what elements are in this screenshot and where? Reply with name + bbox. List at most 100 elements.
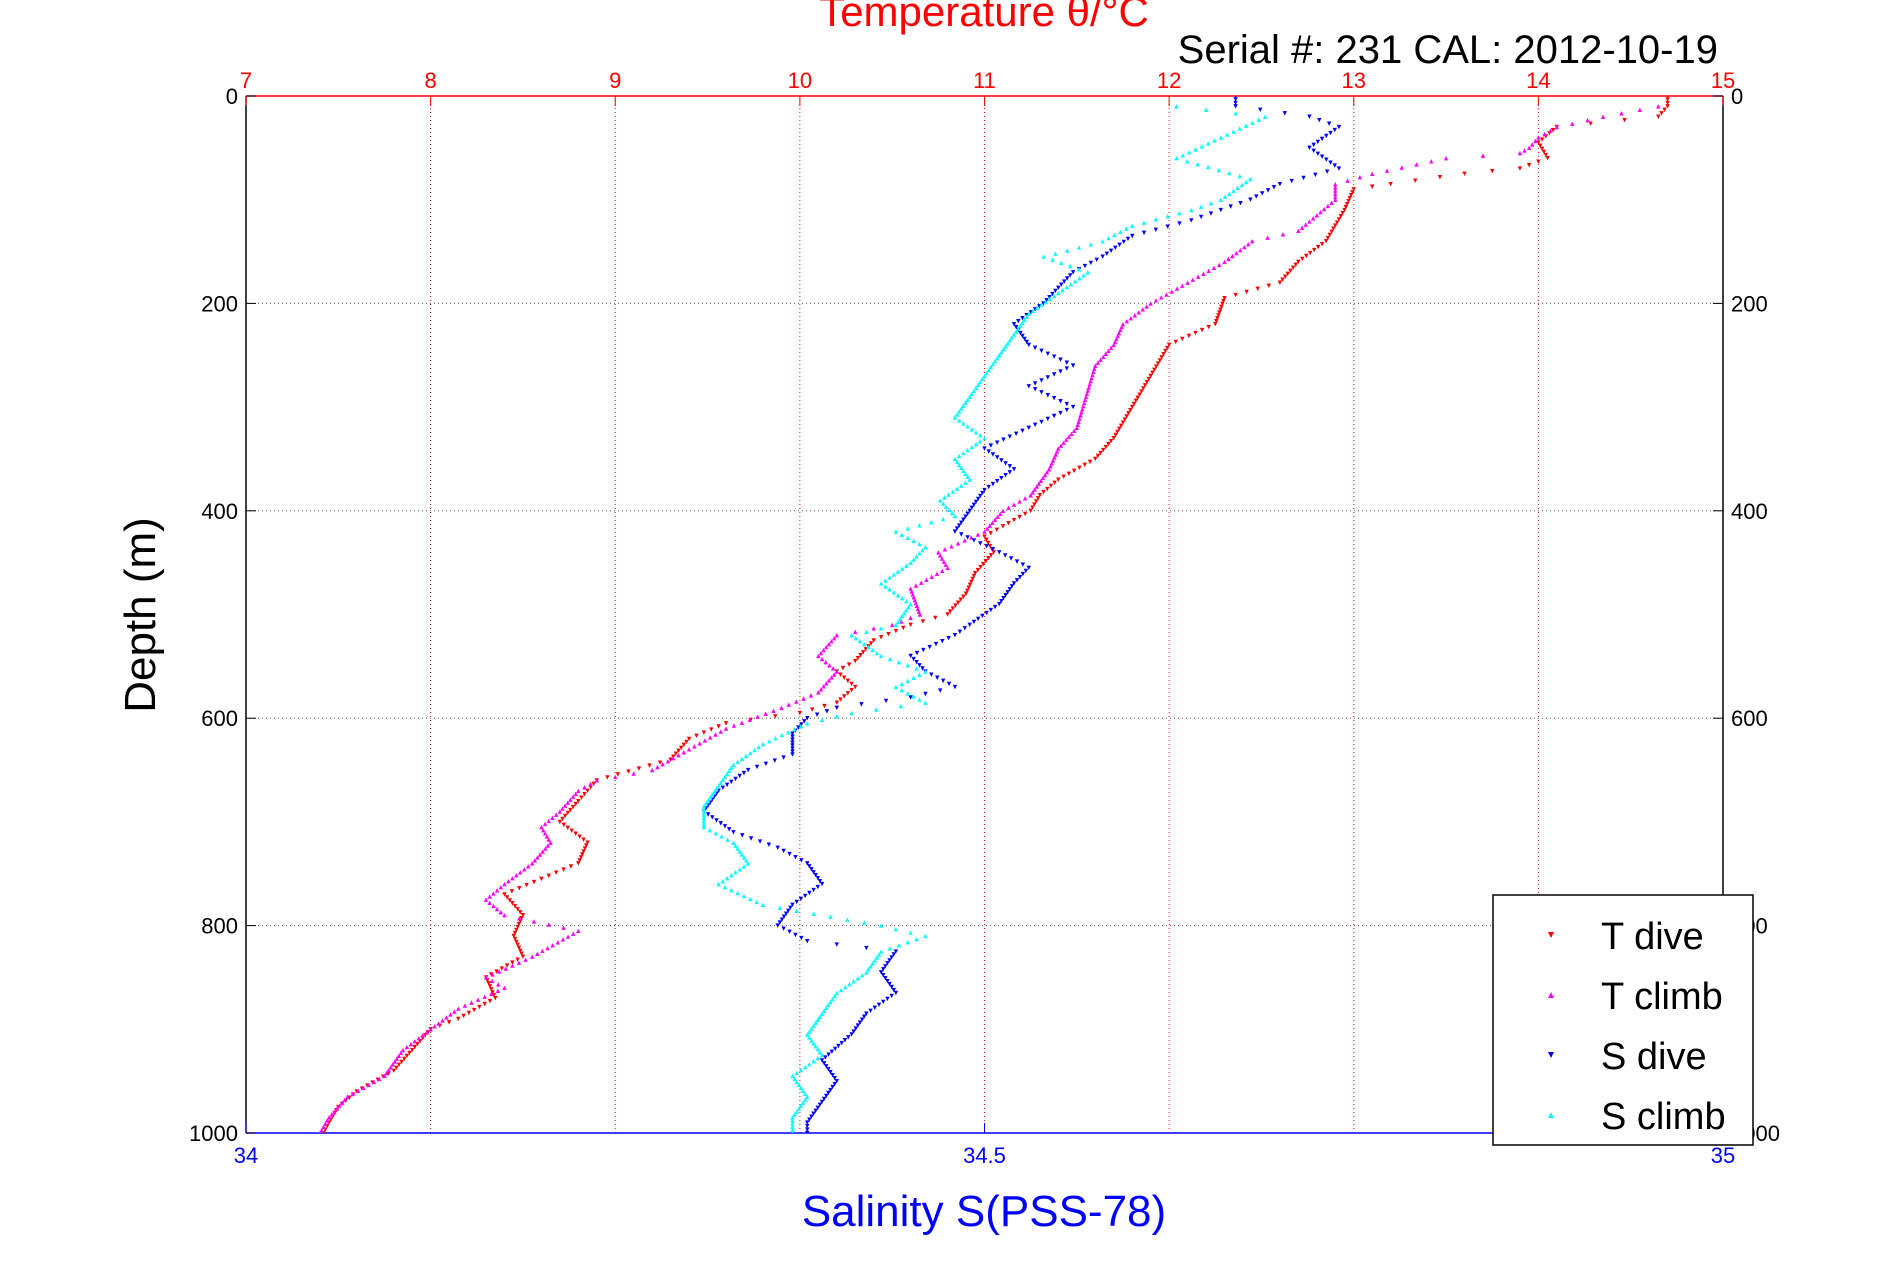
data-point (792, 1076, 797, 1082)
data-point (986, 556, 991, 561)
data-point (1087, 382, 1092, 387)
data-point (911, 557, 916, 562)
data-point (1059, 260, 1064, 266)
data-marks (318, 96, 1670, 1133)
data-point (815, 884, 821, 890)
data-point (1094, 257, 1099, 263)
data-point (544, 834, 550, 839)
data-point (1008, 556, 1014, 561)
data-point (905, 526, 910, 531)
data-point (1666, 96, 1669, 99)
data-point (1174, 156, 1179, 161)
data-point (929, 520, 934, 525)
data-point (1150, 370, 1155, 376)
legend-label: T climb (1601, 976, 1723, 1018)
data-point (971, 573, 977, 579)
data-point (1067, 273, 1073, 278)
data-point (995, 514, 1000, 519)
data-point (388, 1065, 393, 1070)
data-point (1570, 121, 1575, 126)
data-point (496, 982, 501, 987)
data-point (790, 737, 795, 742)
data-point (1208, 200, 1214, 206)
data-point (329, 1112, 334, 1117)
data-point (1047, 296, 1053, 302)
data-point (954, 412, 960, 417)
data-point (957, 629, 963, 634)
data-point (956, 409, 962, 414)
data-point (817, 878, 823, 884)
data-point (798, 1103, 804, 1108)
data-point (1130, 233, 1135, 239)
data-point (1300, 256, 1305, 262)
data-point (936, 550, 941, 555)
data-point (969, 427, 975, 432)
data-point (840, 665, 846, 671)
data-point (523, 957, 528, 962)
data-point (956, 462, 962, 468)
data-point (1016, 318, 1021, 324)
data-point (1017, 499, 1022, 504)
data-point (905, 939, 910, 945)
data-point (1231, 188, 1236, 194)
data-point (493, 995, 498, 1001)
data-point (1121, 239, 1126, 245)
data-point (1056, 446, 1061, 451)
data-point (878, 635, 884, 640)
data-point (565, 800, 570, 805)
data-point (830, 1084, 835, 1090)
data-point (514, 939, 519, 945)
data-point (878, 949, 884, 954)
data-point (895, 593, 901, 598)
data-point (1218, 207, 1224, 213)
data-point (741, 770, 747, 776)
data-point (1028, 508, 1033, 513)
data-point (482, 1001, 487, 1007)
data-point (826, 1090, 831, 1096)
data-point (839, 1040, 844, 1046)
data-point (986, 484, 991, 490)
data-point (1522, 148, 1527, 153)
data-point (529, 954, 535, 959)
data-point (799, 935, 804, 941)
data-point (773, 714, 778, 719)
data-point (779, 917, 785, 922)
data-point (1124, 414, 1129, 419)
data-point (999, 476, 1004, 481)
data-point (800, 1088, 806, 1093)
data-point (514, 873, 519, 878)
data-point (1053, 452, 1058, 457)
data-point (1324, 157, 1329, 162)
data-point (830, 996, 835, 1002)
data-point (952, 513, 958, 519)
data-point (1165, 224, 1170, 229)
data-point (1177, 221, 1182, 226)
data-point (940, 678, 946, 684)
data-point (1082, 462, 1087, 468)
data-point (1022, 511, 1028, 517)
data-point (963, 480, 968, 485)
data-point (899, 532, 904, 537)
data-point (576, 798, 581, 804)
data-point (321, 1124, 326, 1129)
data-point (524, 882, 529, 888)
data-point (790, 731, 795, 736)
data-point (1049, 461, 1054, 466)
data-point (515, 907, 520, 912)
data-point (883, 975, 888, 981)
data-point (905, 678, 910, 684)
data-point (705, 798, 711, 803)
data-point (985, 540, 991, 546)
data-point (512, 936, 518, 942)
data-point (705, 812, 711, 817)
data-point (859, 1017, 865, 1022)
data-point (950, 606, 956, 611)
data-point (1301, 175, 1306, 181)
data-point (929, 672, 934, 677)
data-point (1325, 235, 1331, 241)
data-point (900, 596, 905, 601)
data-point (1307, 114, 1312, 119)
data-point (815, 875, 821, 881)
data-point (917, 523, 922, 528)
data-point (935, 675, 940, 680)
